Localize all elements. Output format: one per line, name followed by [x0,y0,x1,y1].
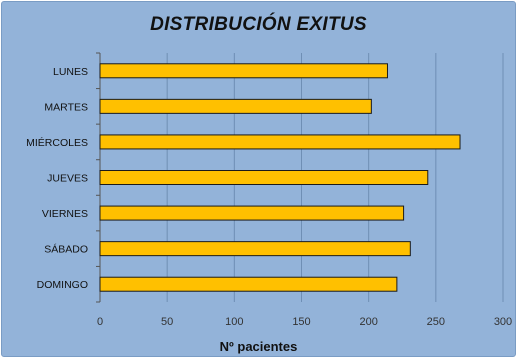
category-label: SÁBADO [44,243,88,256]
category-label: LUNES [53,66,88,78]
x-tick-label: 50 [161,316,173,328]
axes [96,52,101,303]
tick-labels: 0 50 100 150 200 250 300 [97,316,512,328]
x-tick-label: 300 [494,316,512,328]
category-label: VIERNES [42,208,88,220]
x-axis-title: Nº pacientes [219,339,298,354]
category-label: JUEVES [47,173,88,185]
bar-sábado [99,241,411,257]
x-tick-label: 100 [225,316,243,328]
bar-viernes [99,205,405,221]
bar-miércoles [99,134,461,150]
bar-jueves [99,170,429,185]
chart-title: DISTRIBUCIÓN EXITUS [150,14,367,35]
x-tick-label: 200 [359,316,377,328]
category-label: MIÉRCOLES [26,136,88,149]
bars [99,63,461,292]
bar-lunes [99,63,388,79]
category-label: DOMINGO [37,279,88,291]
category-labels: LUNES MARTES MIÉRCOLES JUEVES VIERNES SÁBADO D… [26,66,88,291]
x-tick-label: 250 [427,316,445,328]
bar-domingo [99,276,398,292]
category-label: MARTES [44,101,88,113]
x-tick-label: 150 [292,316,310,328]
x-tick-label: 0 [97,316,103,328]
bar-martes [99,98,372,114]
